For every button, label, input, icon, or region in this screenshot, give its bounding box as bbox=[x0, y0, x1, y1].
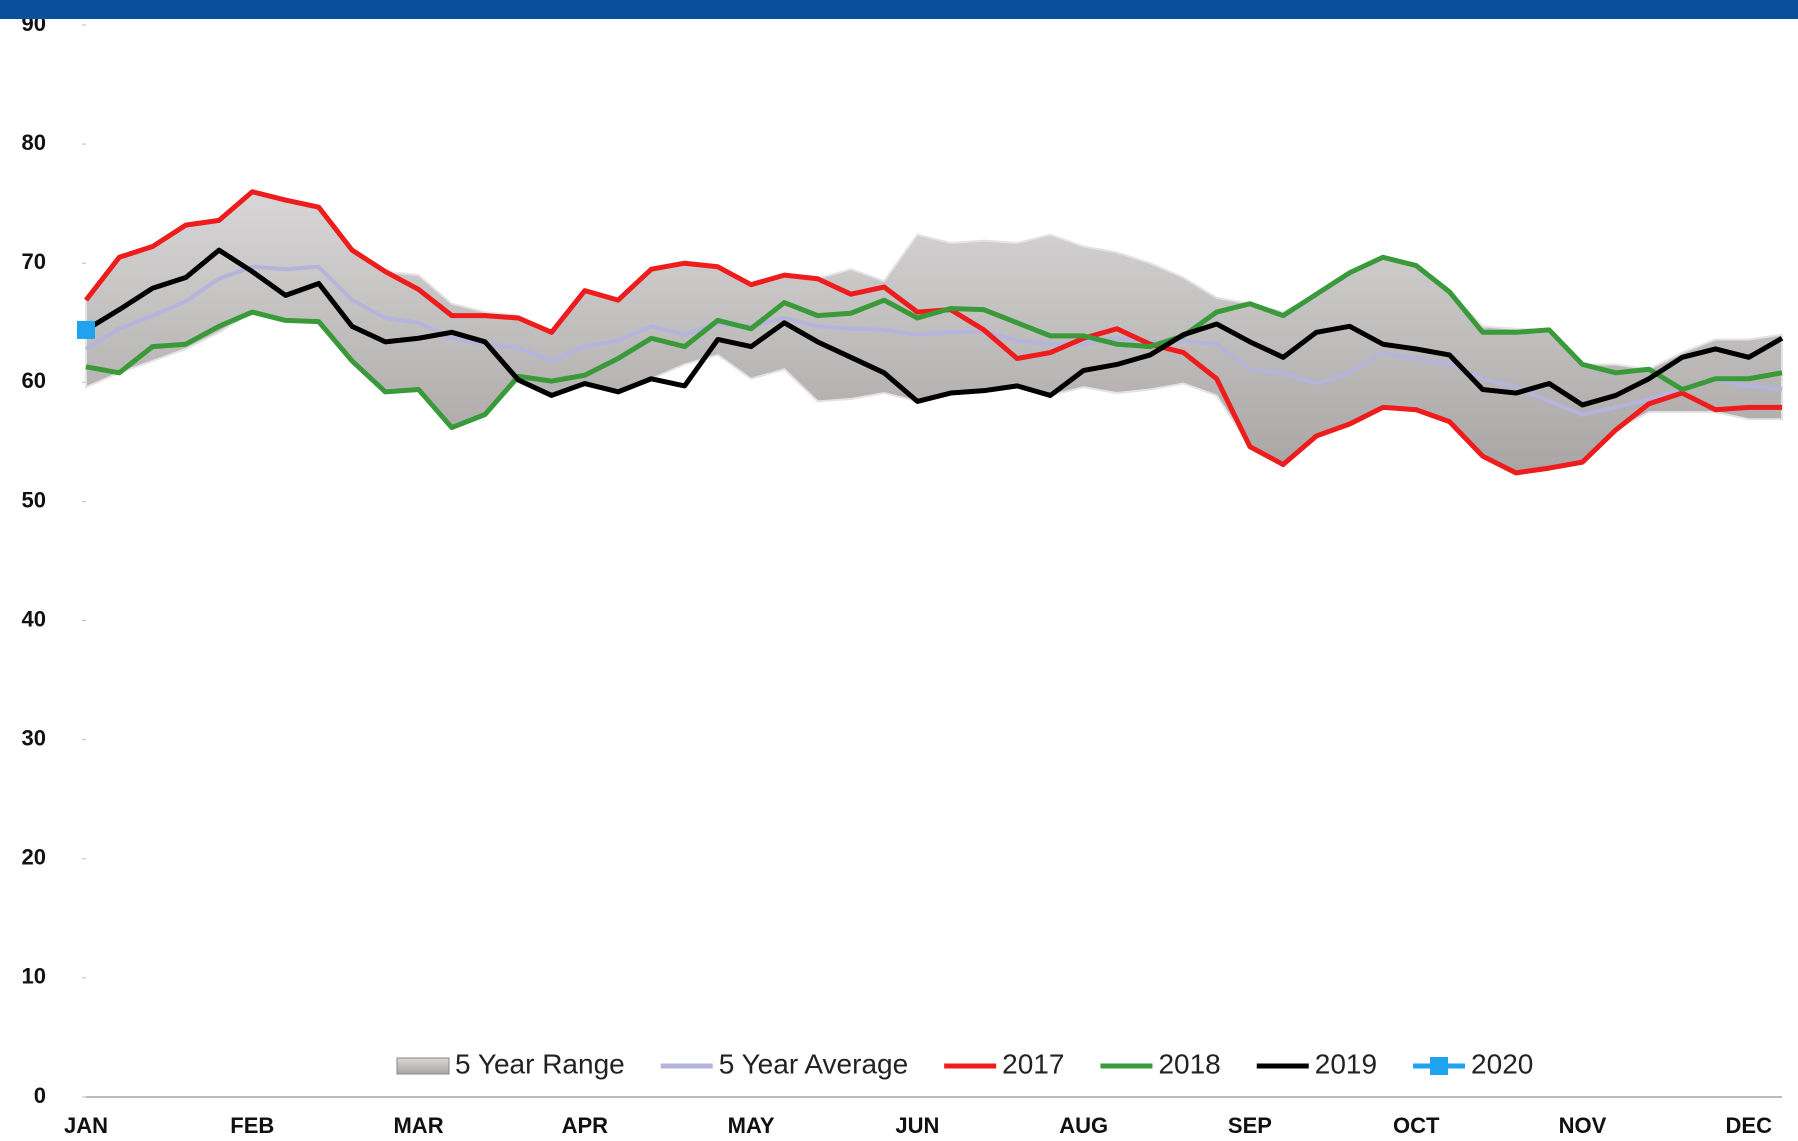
legend-label: 2020 bbox=[1471, 1048, 1533, 1079]
legend-marker bbox=[1430, 1057, 1449, 1075]
x-tick-label: JAN bbox=[64, 1113, 108, 1138]
legend-label: 2017 bbox=[1002, 1048, 1064, 1079]
series-line bbox=[84, 247, 1784, 408]
legend-label: 5 Year Average bbox=[719, 1048, 908, 1079]
legend-label: 2018 bbox=[1158, 1048, 1220, 1079]
legend-label: 5 Year Range bbox=[455, 1048, 625, 1079]
y-tick-label: 20 bbox=[22, 845, 46, 870]
x-tick-label: AUG bbox=[1059, 1113, 1108, 1138]
x-tick-label: FEB bbox=[230, 1113, 274, 1138]
x-tick-label: OCT bbox=[1393, 1113, 1440, 1138]
y-tick-label: 60 bbox=[22, 368, 46, 393]
series-line bbox=[85, 254, 1783, 431]
series-line bbox=[84, 264, 1783, 417]
y-tick-label: 0 bbox=[34, 1083, 46, 1108]
x-tick-label: SEP bbox=[1228, 1113, 1272, 1138]
x-tick-label: NOV bbox=[1559, 1113, 1607, 1138]
x-tick-label: MAR bbox=[393, 1113, 443, 1138]
y-tick-label: 10 bbox=[22, 964, 46, 989]
legend-label: 2019 bbox=[1315, 1048, 1377, 1079]
x-tick-label: DEC bbox=[1726, 1113, 1773, 1138]
y-tick-label: 80 bbox=[22, 130, 46, 155]
y-tick-label: 40 bbox=[22, 606, 46, 631]
legend-swatch bbox=[396, 1057, 450, 1075]
x-tick-label: APR bbox=[562, 1113, 609, 1138]
y-tick-label: 50 bbox=[22, 487, 46, 512]
x-tick-label: JUN bbox=[895, 1113, 939, 1138]
x-tick-label: MAY bbox=[728, 1113, 775, 1138]
y-tick-label: 30 bbox=[22, 725, 46, 750]
y-tick-label: 70 bbox=[22, 249, 46, 274]
header-bar bbox=[0, 0, 1798, 19]
series-marker bbox=[77, 320, 95, 339]
